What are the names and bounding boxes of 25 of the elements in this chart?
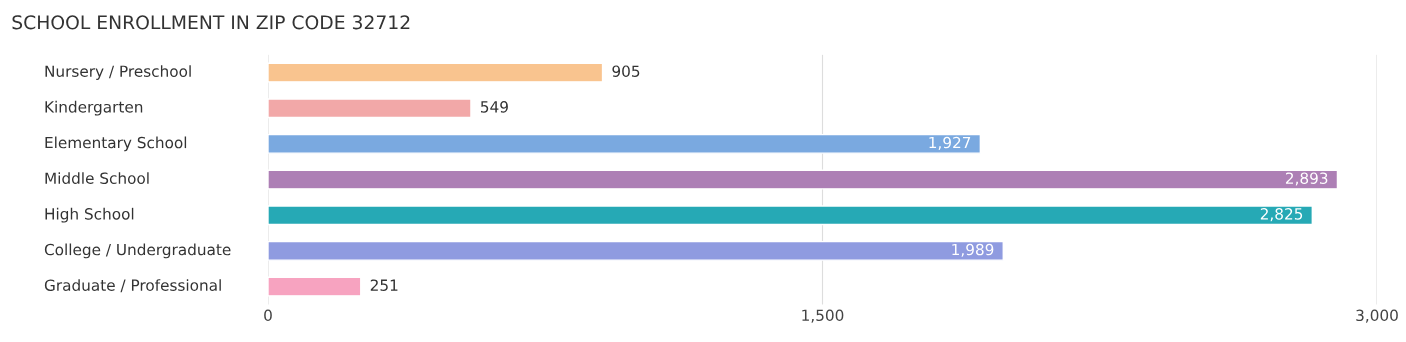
chart-title: SCHOOL ENROLLMENT IN ZIP CODE 32712 xyxy=(12,15,410,30)
y-tick-label: College / Undergraduate xyxy=(44,243,231,259)
bar xyxy=(268,133,982,154)
y-tick-label: Kindergarten xyxy=(45,100,143,116)
data-label: 1,989 xyxy=(952,243,994,257)
x-tick-label: 3,000 xyxy=(1356,309,1398,323)
x-tick-label: 1,500 xyxy=(802,309,844,323)
y-tick-label: Nursery / Preschool xyxy=(45,65,191,80)
bar xyxy=(268,276,362,297)
data-label: 905 xyxy=(612,65,640,77)
y-tick-label: Elementary School xyxy=(45,136,187,152)
data-label: 2,893 xyxy=(1285,172,1328,186)
data-label: 251 xyxy=(370,279,398,291)
y-tick-label: Middle School xyxy=(45,172,149,184)
bar xyxy=(268,98,472,119)
data-label: 1,927 xyxy=(929,136,971,150)
x-tick-label: 0 xyxy=(264,309,272,322)
bar xyxy=(268,169,1339,190)
data-label: 2,825 xyxy=(1260,208,1303,222)
bar xyxy=(268,240,1004,261)
data-label: 549 xyxy=(481,101,508,113)
bar xyxy=(268,62,604,83)
bar xyxy=(268,205,1314,226)
y-tick-label: High School xyxy=(45,207,134,223)
y-tick-label: Graduate / Professional xyxy=(44,279,221,293)
